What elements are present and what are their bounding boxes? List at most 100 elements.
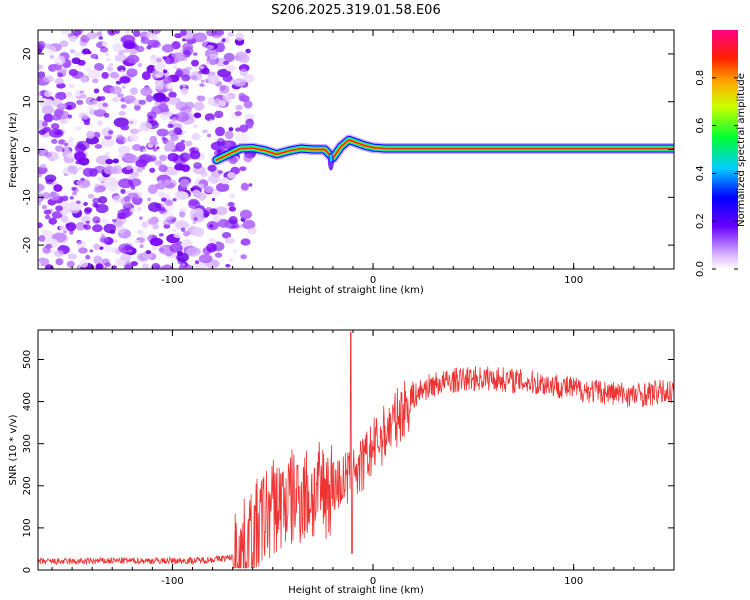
noise-blob bbox=[181, 74, 191, 82]
noise-blob bbox=[217, 170, 224, 174]
noise-blob bbox=[79, 259, 89, 268]
noise-blob bbox=[227, 171, 236, 179]
noise-blob bbox=[41, 105, 54, 115]
noise-blob bbox=[65, 105, 73, 110]
noise-blob bbox=[101, 71, 109, 79]
noise-blob bbox=[98, 36, 104, 40]
noise-blob bbox=[42, 126, 52, 132]
noise-blob bbox=[139, 216, 143, 220]
noise-blob bbox=[228, 206, 237, 212]
noise-blob bbox=[40, 163, 47, 169]
noise-blob bbox=[147, 155, 157, 162]
noise-blob bbox=[193, 101, 205, 111]
noise-blob bbox=[168, 129, 176, 137]
noise-blob bbox=[120, 69, 125, 73]
noise-blob bbox=[46, 151, 59, 162]
spectrogram-x-axis: -100 0 100 bbox=[51, 30, 675, 286]
noise-blob bbox=[149, 167, 156, 173]
colorbar-ticks: 0.0 0.2 0.4 0.6 0.8 bbox=[695, 70, 738, 277]
figure-title: S206.2025.319.01.58.E06 bbox=[271, 3, 440, 18]
snr-xtick-label: 100 bbox=[564, 576, 583, 587]
noise-blob bbox=[247, 227, 257, 235]
ridge-smear-core bbox=[329, 154, 333, 163]
noise-blob bbox=[245, 48, 251, 54]
spectrogram-y-label: Frequency (Hz) bbox=[8, 112, 19, 188]
noise-blob bbox=[112, 42, 123, 53]
noise-blob bbox=[43, 113, 54, 123]
noise-blob bbox=[136, 167, 143, 173]
snr-xtick-label: -100 bbox=[161, 576, 184, 587]
snr-frame bbox=[37, 329, 675, 571]
noise-blob bbox=[125, 165, 133, 171]
noise-blob bbox=[180, 106, 192, 114]
noise-blob bbox=[128, 178, 142, 187]
noise-blob bbox=[206, 243, 217, 253]
noise-blob bbox=[181, 263, 186, 267]
noise-blob bbox=[184, 140, 193, 147]
noise-blob bbox=[172, 198, 177, 202]
noise-blob bbox=[51, 114, 62, 121]
noise-blob bbox=[71, 192, 77, 196]
noise-blob bbox=[239, 68, 248, 77]
noise-blob bbox=[140, 87, 153, 97]
noise-blob bbox=[38, 40, 46, 50]
spectrogram-ytick-label: 0 bbox=[22, 146, 33, 152]
noise-blob bbox=[54, 77, 64, 85]
noise-blob bbox=[145, 94, 154, 103]
noise-blob bbox=[140, 37, 151, 45]
noise-blob bbox=[211, 260, 220, 268]
noise-blob bbox=[109, 71, 119, 79]
noise-blob bbox=[57, 72, 64, 78]
noise-blob bbox=[56, 103, 67, 111]
noise-blob bbox=[177, 250, 183, 257]
noise-blob bbox=[71, 186, 77, 191]
noise-blob bbox=[103, 223, 117, 234]
noise-blob bbox=[38, 97, 48, 104]
noise-blob bbox=[124, 154, 138, 164]
noise-blob bbox=[111, 165, 123, 175]
noise-blob bbox=[58, 139, 66, 145]
snr-ytick-label: 200 bbox=[22, 476, 33, 495]
noise-blob bbox=[50, 123, 60, 130]
noise-blob bbox=[139, 121, 152, 132]
noise-blob bbox=[239, 124, 249, 133]
noise-blob bbox=[203, 81, 207, 85]
noise-blob bbox=[164, 141, 176, 152]
noise-blob bbox=[38, 261, 42, 268]
noise-blob bbox=[130, 128, 139, 135]
noise-blob bbox=[164, 179, 171, 185]
noise-blob bbox=[53, 249, 64, 257]
noise-blob bbox=[242, 219, 256, 230]
snr-y-label: SNR (10 * v/v) bbox=[8, 414, 19, 485]
noise-blob bbox=[206, 133, 212, 138]
noise-blob bbox=[38, 148, 49, 157]
noise-blob bbox=[38, 190, 43, 199]
noise-blob bbox=[126, 54, 140, 64]
spectrogram-x-label: Height of straight line (km) bbox=[288, 285, 424, 296]
noise-blob bbox=[75, 221, 86, 231]
noise-blob bbox=[154, 80, 165, 91]
noise-blob bbox=[221, 38, 226, 42]
noise-blob bbox=[123, 95, 136, 104]
noise-blob bbox=[67, 114, 73, 119]
noise-blob bbox=[122, 85, 126, 89]
noise-blob bbox=[156, 128, 169, 137]
noise-blob bbox=[108, 63, 114, 67]
noise-blob bbox=[124, 30, 131, 35]
noise-blob bbox=[138, 234, 148, 244]
noise-blob bbox=[191, 59, 199, 67]
noise-blob bbox=[200, 79, 205, 83]
noise-blob bbox=[76, 99, 84, 105]
spectrogram-ytick-label: 20 bbox=[22, 48, 33, 61]
noise-blob bbox=[44, 214, 51, 220]
noise-blob bbox=[74, 125, 82, 131]
noise-blob bbox=[235, 127, 241, 132]
snr-x-axis: -100 0 100 bbox=[51, 330, 675, 587]
noise-blob bbox=[174, 112, 190, 122]
noise-blob bbox=[71, 57, 81, 65]
noise-blob bbox=[38, 166, 48, 175]
noise-blob bbox=[228, 216, 238, 225]
noise-blob bbox=[41, 204, 48, 210]
noise-blob bbox=[190, 71, 203, 81]
noise-blob bbox=[45, 43, 53, 50]
